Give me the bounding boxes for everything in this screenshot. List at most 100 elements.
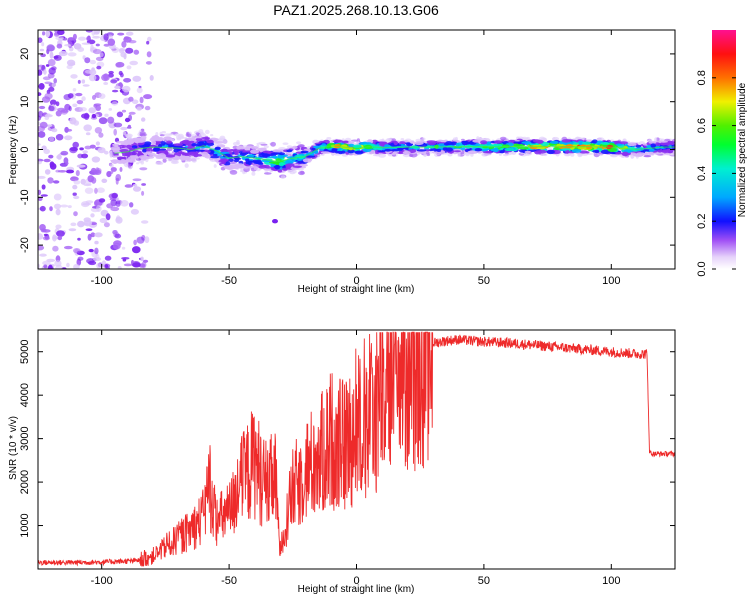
ridge-blob <box>312 145 321 148</box>
noise-blob <box>77 79 81 84</box>
ridge-blob <box>348 143 355 148</box>
noise-blob <box>64 44 72 47</box>
ridge-blob <box>209 157 214 161</box>
halo-blob <box>643 155 652 158</box>
noise-blob <box>96 65 102 70</box>
ridge-blob <box>618 141 628 145</box>
ridge-blob <box>524 150 531 154</box>
ridge-blob <box>416 149 427 152</box>
ridge-blob <box>250 165 255 168</box>
noise-blob <box>69 62 76 66</box>
noise-blob <box>104 264 109 268</box>
noise-blob <box>127 124 131 128</box>
halo-blob <box>155 161 164 165</box>
noise-blob <box>146 40 150 45</box>
ridge-blob <box>521 141 532 145</box>
noise-blob <box>85 200 94 204</box>
ridge-blob <box>561 139 571 143</box>
noise-blob <box>89 59 96 65</box>
ridge-blob <box>221 158 229 162</box>
noise-blob <box>70 74 78 79</box>
noise-blob <box>121 246 126 250</box>
ridge-blob <box>468 141 475 145</box>
noise-blob <box>70 222 77 227</box>
noise-blob <box>136 87 143 94</box>
noise-blob <box>42 31 46 36</box>
noise-blob <box>113 128 117 136</box>
noise-blob <box>38 115 42 121</box>
ridge-blob <box>193 153 199 158</box>
ridge-blob <box>300 150 309 154</box>
noise-blob <box>99 52 104 58</box>
noise-blob <box>120 200 129 207</box>
ridge-blob <box>112 143 120 147</box>
noise-blob <box>120 126 128 131</box>
ridge-blob <box>297 160 305 164</box>
colorbar-tick-label: 0.2 <box>696 214 708 229</box>
noise-blob <box>101 178 108 183</box>
ridge-blob <box>242 150 247 153</box>
noise-blob <box>98 117 108 125</box>
ridge-blob <box>402 150 411 155</box>
spectrogram-y-tick-label: 0 <box>19 146 31 152</box>
ridge-blob <box>328 148 333 151</box>
ridge-blob <box>142 148 147 153</box>
noise-blob <box>125 47 134 54</box>
noise-blob <box>84 145 92 150</box>
ridge-blob <box>226 149 235 152</box>
ridge-blob <box>592 150 599 153</box>
noise-blob <box>53 180 60 184</box>
ridge-blob <box>210 155 220 159</box>
ridge-blob <box>480 140 488 145</box>
noise-blob <box>91 167 97 173</box>
ridge-blob <box>131 145 138 149</box>
noise-blob <box>81 113 90 119</box>
ridge-blob <box>292 165 303 168</box>
halo-blob <box>457 152 461 157</box>
ridge-blob <box>233 166 239 170</box>
noise-blob <box>53 55 59 59</box>
figure-title: PAZ1.2025.268.10.13.G06 <box>273 2 439 18</box>
colorbar-tick-label: 0.8 <box>696 70 708 85</box>
ridge-blob <box>298 163 309 167</box>
ridge-blob <box>201 151 209 156</box>
noise-blob <box>48 105 55 112</box>
ridge-blob <box>354 150 364 154</box>
ridge-blob <box>253 162 263 164</box>
halo-blob <box>461 138 465 141</box>
noise-blob <box>49 206 53 212</box>
noise-blob <box>95 167 100 175</box>
noise-blob <box>56 230 65 237</box>
noise-blob <box>90 213 95 218</box>
ridge-blob <box>116 156 127 159</box>
ridge-blob <box>250 146 259 150</box>
noise-blob <box>41 184 46 190</box>
noise-blob <box>75 170 80 177</box>
noise-blob <box>108 73 114 78</box>
noise-blob <box>128 111 136 115</box>
noise-blob <box>123 263 133 267</box>
noise-blob <box>133 239 137 246</box>
noise-blob <box>112 242 121 250</box>
halo-blob <box>160 134 165 137</box>
noise-blob <box>109 150 113 158</box>
noise-blob <box>39 121 48 129</box>
noise-blob <box>116 111 124 118</box>
spectrogram-image <box>38 30 675 269</box>
noise-blob <box>105 213 111 221</box>
ridge-blob <box>138 155 149 159</box>
noise-blob <box>104 113 109 118</box>
ridge-blob <box>236 145 242 150</box>
snr-x-tick-label: 100 <box>602 575 620 587</box>
noise-blob <box>90 232 96 238</box>
noise-blob <box>46 266 55 269</box>
halo-blob <box>219 135 226 141</box>
noise-blob <box>66 262 70 268</box>
noise-blob <box>38 83 45 90</box>
noise-blob <box>44 169 51 175</box>
ridge-blob <box>445 147 453 152</box>
ridge-blob <box>146 156 155 159</box>
noise-blob <box>38 189 42 196</box>
colorbar: 0.0 0.2 0.4 0.6 0.8 Normalized spectral ampl… <box>696 30 748 277</box>
